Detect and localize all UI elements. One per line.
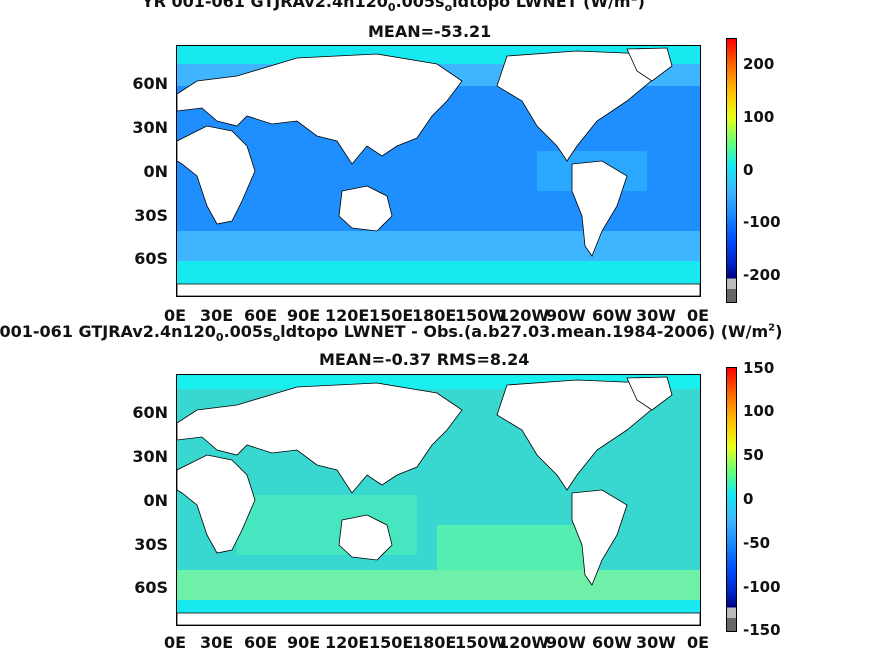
panel1-lon-label: 90E bbox=[287, 306, 321, 325]
panel1-lat-label: 60N bbox=[132, 74, 168, 93]
panel2-lon-label: 0E bbox=[164, 633, 187, 652]
land-masses bbox=[177, 47, 700, 296]
land-masses bbox=[177, 376, 700, 625]
panel2-title-part: ldtopo LWNET - Obs.(a.b27.03.mean.1984-2… bbox=[280, 322, 769, 341]
australia bbox=[338, 185, 393, 232]
panel2-lat-label: 30S bbox=[134, 535, 168, 554]
panel1-lon-label: 120W bbox=[498, 306, 550, 325]
panel1-colorbar-tick: 0 bbox=[743, 161, 754, 179]
australia bbox=[338, 514, 393, 561]
panel2-lat-label: 0N bbox=[143, 491, 168, 510]
panel1-title-sub: o bbox=[444, 1, 453, 15]
panel2-lat-label: 60N bbox=[132, 403, 168, 422]
panel1-title-part: YR 001-061 GTJRAv2.4n120 bbox=[142, 0, 388, 11]
panel2-title-part: .005s bbox=[223, 322, 273, 341]
panel1-title-sub: 0 bbox=[387, 1, 396, 15]
panel2-lon-label: 150E bbox=[369, 633, 414, 652]
subpolar-band-south bbox=[177, 231, 700, 261]
panel2-lon-label: 60W bbox=[592, 633, 632, 652]
panel1-colorbar-tick: -200 bbox=[743, 266, 781, 284]
panel1-colorbar bbox=[726, 38, 737, 303]
panel1-lon-label: 90W bbox=[546, 306, 586, 325]
south-pacific-patch bbox=[437, 525, 597, 575]
panel2-map-svg bbox=[177, 375, 700, 625]
panel2-title-sub: 0 bbox=[215, 331, 224, 345]
panel1-lon-label: 60E bbox=[244, 306, 278, 325]
eurasia bbox=[177, 382, 463, 494]
panel1-title: YR 001-061 GTJRAv2.4n1200.005soldtopo LW… bbox=[142, 0, 645, 14]
eurasia bbox=[177, 53, 463, 165]
panel1-lon-label: 60W bbox=[592, 306, 632, 325]
panel1-lon-label: 150W bbox=[455, 306, 507, 325]
panel1-title-part: .005s bbox=[395, 0, 445, 11]
panel1-lon-label: 0E bbox=[687, 306, 710, 325]
panel2-lon-label: 90W bbox=[546, 633, 586, 652]
panel1-lon-label: 150E bbox=[369, 306, 414, 325]
panel1-lon-label: 120E bbox=[325, 306, 370, 325]
panel2-lon-label: 30E bbox=[200, 633, 234, 652]
panel1-colorbar-tick: 200 bbox=[743, 55, 775, 73]
panel2-colorbar bbox=[726, 367, 737, 632]
panel2-lon-label: 180E bbox=[412, 633, 457, 652]
panel2-map bbox=[176, 374, 701, 626]
antarctica bbox=[177, 283, 700, 296]
panel2-colorbar-tick: 0 bbox=[743, 490, 754, 508]
panel1-lon-label: 30E bbox=[200, 306, 234, 325]
southern-ocean-band bbox=[177, 570, 700, 600]
panel2-colorbar-tick: 100 bbox=[743, 402, 775, 420]
south-america bbox=[571, 160, 628, 257]
panel2-title-sup: 2 bbox=[768, 322, 776, 334]
greenland bbox=[626, 47, 673, 82]
panel2-lon-label: 90E bbox=[287, 633, 321, 652]
panel1-lon-label: 30W bbox=[636, 306, 676, 325]
panel2-lon-label: 60E bbox=[244, 633, 278, 652]
south-america bbox=[571, 489, 628, 586]
panel1-mean-label: MEAN=-53.21 bbox=[368, 22, 492, 41]
panel1-map-svg bbox=[177, 46, 700, 296]
panel1-title-part: ldtopo LWNET (W/m bbox=[452, 0, 631, 11]
panel2-title-part: YR 001-061 GTJRAv2.4n120 bbox=[0, 322, 216, 341]
panel1-lat-label: 60S bbox=[134, 249, 168, 268]
panel1-lon-label: 0E bbox=[164, 306, 187, 325]
panel2-colorbar-tick: 50 bbox=[743, 446, 764, 464]
panel1-map bbox=[176, 45, 701, 297]
panel1-colorbar-tick: 100 bbox=[743, 108, 775, 126]
panel1-lon-label: 180E bbox=[412, 306, 457, 325]
panel1-title-sup: 2 bbox=[631, 0, 638, 4]
panel1-lat-label: 0N bbox=[143, 162, 168, 181]
panel2-lat-label: 60S bbox=[134, 578, 168, 597]
panel2-colorbar-tick: -100 bbox=[743, 578, 781, 596]
panel1-lat-label: 30S bbox=[134, 206, 168, 225]
panel2-title-part: ) bbox=[775, 322, 783, 341]
panel2-lat-label: 30N bbox=[132, 447, 168, 466]
panel2-colorbar-tick: 150 bbox=[743, 359, 775, 377]
panel1-colorbar-tick: -100 bbox=[743, 213, 781, 231]
africa bbox=[177, 125, 256, 225]
panel2-lon-label: 120W bbox=[498, 633, 550, 652]
panel2-title-sub: o bbox=[272, 331, 281, 345]
panel2-lon-label: 30W bbox=[636, 633, 676, 652]
panel2-colorbar-tick: -50 bbox=[743, 534, 771, 552]
greenland bbox=[626, 376, 673, 411]
panel2-lon-label: 150W bbox=[455, 633, 507, 652]
panel1-title-part: ) bbox=[637, 0, 645, 11]
antarctica bbox=[177, 612, 700, 625]
panel2-stats-label: MEAN=-0.37 RMS=8.24 bbox=[319, 350, 530, 369]
panel2-lon-label: 0E bbox=[687, 633, 710, 652]
africa bbox=[177, 454, 256, 554]
panel2-title: YR 001-061 GTJRAv2.4n1200.005soldtopo LW… bbox=[0, 322, 782, 344]
panel2-colorbar-tick: -150 bbox=[743, 621, 781, 639]
panel1-lat-label: 30N bbox=[132, 118, 168, 137]
panel2-lon-label: 120E bbox=[325, 633, 370, 652]
